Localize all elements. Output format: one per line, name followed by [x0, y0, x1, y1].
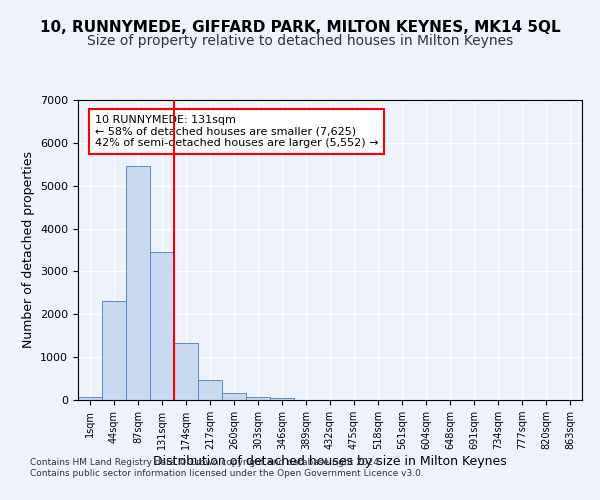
Bar: [150, 252, 174, 400]
Text: Size of property relative to detached houses in Milton Keynes: Size of property relative to detached ho…: [87, 34, 513, 48]
Y-axis label: Number of detached properties: Number of detached properties: [22, 152, 35, 348]
Bar: [126, 166, 150, 400]
Text: Contains HM Land Registry data © Crown copyright and database right 2024.: Contains HM Land Registry data © Crown c…: [30, 458, 382, 467]
Bar: [174, 344, 198, 400]
Bar: [102, 302, 126, 400]
Bar: [246, 396, 270, 400]
Text: 10, RUNNYMEDE, GIFFARD PARK, MILTON KEYNES, MK14 5QL: 10, RUNNYMEDE, GIFFARD PARK, MILTON KEYN…: [40, 20, 560, 35]
Bar: [270, 398, 294, 400]
Text: 10 RUNNYMEDE: 131sqm
← 58% of detached houses are smaller (7,625)
42% of semi-de: 10 RUNNYMEDE: 131sqm ← 58% of detached h…: [95, 115, 379, 148]
Bar: [198, 380, 222, 400]
Bar: [78, 397, 102, 400]
Text: Contains public sector information licensed under the Open Government Licence v3: Contains public sector information licen…: [30, 470, 424, 478]
X-axis label: Distribution of detached houses by size in Milton Keynes: Distribution of detached houses by size …: [153, 455, 507, 468]
Bar: [222, 393, 246, 400]
